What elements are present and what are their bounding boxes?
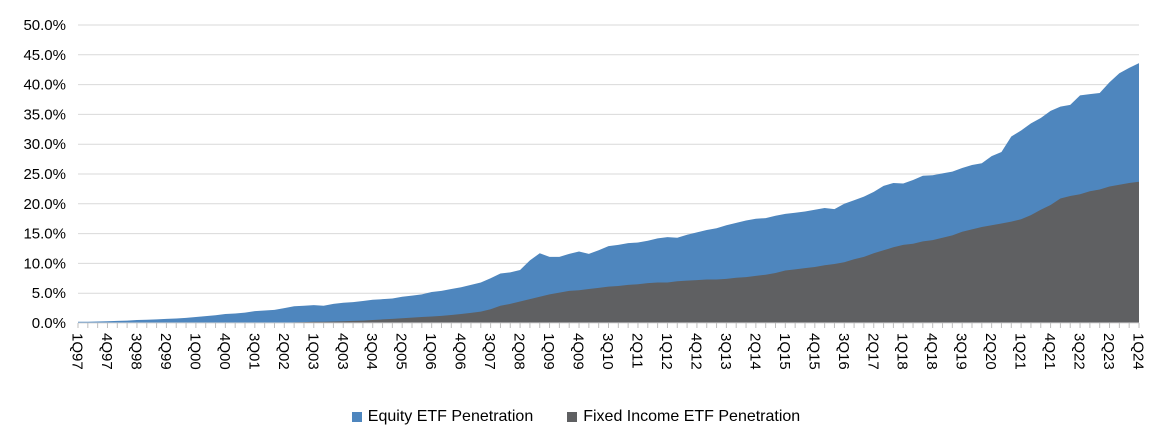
y-axis-label: 50.0%	[23, 17, 66, 34]
x-axis-label: 1Q97	[69, 333, 86, 370]
x-axis-label: 2Q08	[511, 333, 528, 370]
fixed-income-etf-penetration-area	[78, 181, 1139, 323]
equity-legend-swatch	[351, 412, 362, 422]
chart-legend: Equity ETF Penetration Fixed Income ETF …	[0, 404, 1152, 430]
x-axis-label: 2Q11	[628, 333, 645, 369]
x-axis-label: 3Q22	[1071, 333, 1088, 370]
x-axis-label: 4Q18	[923, 333, 940, 370]
x-axis-label: 1Q09	[540, 333, 557, 370]
fixed-income-legend-label: Fixed Income ETF Penetration	[583, 408, 801, 425]
x-axis-label: 1Q24	[1130, 333, 1147, 370]
x-axis-label: 3Q01	[245, 333, 262, 370]
x-axis-label: 2Q99	[157, 333, 174, 370]
x-axis-label: 3Q04	[363, 333, 380, 370]
plot-area: 0.0% 5.0% 10.0% 15.0% 20.0% 25.0% 30.0% 35.0% 40…	[23, 17, 1147, 370]
x-axis-label: 2Q17	[864, 333, 881, 370]
x-axis-label: 4Q00	[216, 333, 233, 370]
x-axis-label: 1Q06	[422, 333, 439, 370]
x-axis-label: 4Q06	[452, 333, 469, 370]
x-axis-label: 1Q03	[304, 333, 321, 370]
legend-item-fixed-income: Fixed Income ETF Penetration	[567, 409, 800, 425]
x-axis-label: 2Q05	[393, 333, 410, 370]
y-axis-label: 10.0%	[23, 255, 66, 272]
x-axis-label: 3Q16	[835, 333, 852, 370]
x-axis-label: 1Q12	[658, 333, 675, 370]
y-axis-label: 40.0%	[23, 77, 66, 94]
x-axis-label: 3Q98	[127, 333, 144, 370]
y-axis-label: 35.0%	[23, 106, 66, 123]
x-axis-label: 3Q07	[481, 333, 498, 370]
x-axis-label: 2Q23	[1100, 333, 1117, 370]
x-axis-label: 4Q97	[98, 333, 115, 370]
equity-legend-label: Equity ETF Penetration	[367, 408, 534, 425]
y-axis-label: 25.0%	[23, 166, 66, 183]
x-axis-label: 1Q18	[894, 333, 911, 370]
y-axis-label: 20.0%	[23, 196, 66, 213]
x-axis-label: 2Q14	[746, 333, 763, 370]
x-axis-label: 4Q15	[805, 333, 822, 370]
x-axis-label: 4Q12	[687, 333, 704, 370]
x-axis-label: 4Q09	[570, 333, 587, 370]
x-axis-label: 1Q00	[186, 333, 203, 370]
legend-item-equity: Equity ETF Penetration	[351, 408, 534, 425]
x-axis-label: 1Q15	[776, 333, 793, 370]
x-axis-label: 2Q02	[275, 333, 292, 370]
y-axis-label: 30.0%	[23, 136, 66, 153]
x-axis-label: 2Q20	[982, 333, 999, 370]
fixed-income-legend-swatch	[567, 412, 578, 422]
y-axis-label: 5.0%	[32, 285, 66, 302]
y-axis-label: 15.0%	[23, 226, 66, 243]
x-axis-label: 4Q21	[1041, 333, 1058, 370]
x-axis-label: 3Q10	[599, 333, 616, 370]
x-axis-label: 3Q13	[717, 333, 734, 370]
y-axis-label: 0.0%	[32, 315, 66, 332]
y-axis-label: 45.0%	[23, 47, 66, 64]
x-axis-label: 1Q21	[1012, 333, 1029, 370]
x-axis-label: 3Q19	[953, 333, 970, 370]
x-axis-label: 4Q03	[334, 333, 351, 370]
